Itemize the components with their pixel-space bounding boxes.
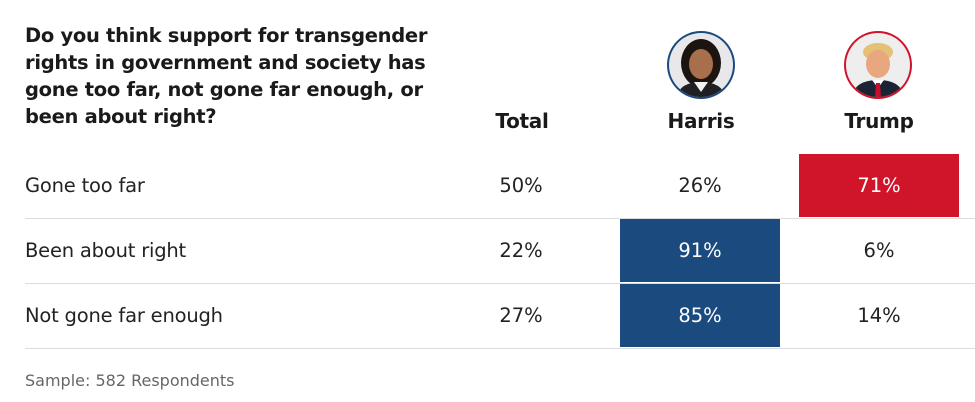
harris-avatar-icon: [667, 31, 735, 99]
row-label-not-gone-far-enough: Not gone far enough: [25, 304, 223, 327]
cell-harris-gone-too-far: 26%: [678, 174, 722, 197]
cell-harris-not-gone-far-enough: 85%: [620, 284, 780, 347]
cell-trump-gone-too-far: 71%: [799, 154, 959, 217]
trump-avatar-icon: [844, 31, 912, 99]
row-label-been-about-right: Been about right: [25, 239, 187, 262]
question-title: Do you think support for transgender rig…: [25, 24, 428, 128]
sample-size-note: Sample: 582 Respondents: [25, 371, 235, 390]
column-header-trump: Trump: [844, 109, 914, 133]
cell-total-gone-too-far: 50%: [499, 174, 543, 197]
cell-trump-not-gone-far-enough: 14%: [857, 304, 901, 327]
row-divider: [25, 348, 975, 349]
cell-trump-been-about-right: 6%: [863, 239, 895, 262]
column-header-total: Total: [495, 109, 549, 133]
row-divider: [25, 283, 975, 284]
column-header-harris: Harris: [667, 109, 735, 133]
row-divider: [25, 218, 975, 219]
cell-harris-been-about-right: 91%: [620, 219, 780, 282]
row-label-gone-too-far: Gone too far: [25, 174, 145, 197]
cell-total-been-about-right: 22%: [499, 239, 543, 262]
cell-total-not-gone-far-enough: 27%: [499, 304, 543, 327]
